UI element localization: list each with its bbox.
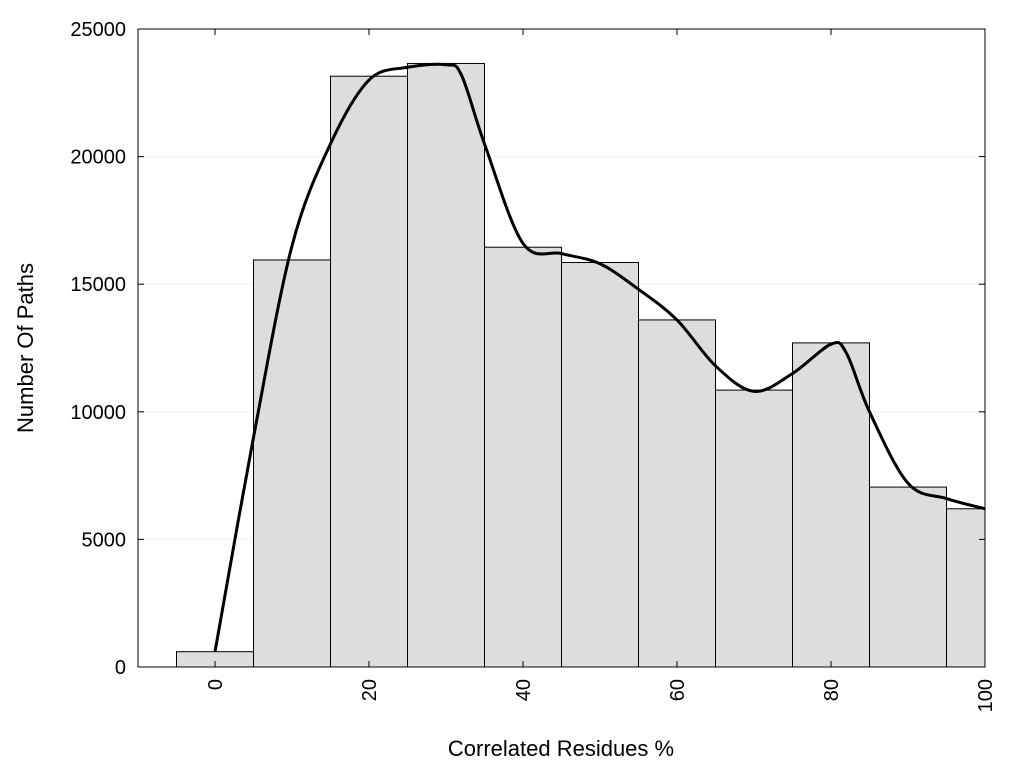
y-tick-label: 5000 — [82, 529, 127, 551]
histogram-bar — [253, 259, 331, 668]
histogram-bar — [638, 319, 716, 668]
histogram-bar — [869, 486, 947, 668]
x-tick-label: 100 — [975, 679, 997, 712]
x-tick-label: 0 — [205, 679, 227, 690]
density-curve-line — [213, 62, 986, 652]
x-tick-label: 20 — [359, 679, 381, 701]
histogram-bar — [792, 342, 870, 668]
x-tick-label: 80 — [821, 679, 843, 701]
histogram-bar — [407, 62, 485, 668]
plot-frame — [137, 28, 986, 668]
y-axis-ticks: 0 5000 10000 15000 20000 25000 — [70, 19, 985, 679]
x-tick-label: 60 — [667, 679, 689, 701]
density-curve — [213, 62, 986, 652]
y-tick-label: 15000 — [70, 274, 126, 296]
y-tick-label: 10000 — [70, 402, 126, 424]
x-axis-ticks: 0 20 40 60 80 100 — [205, 29, 997, 712]
x-tick-label: 40 — [513, 679, 535, 701]
histogram-bar — [330, 75, 408, 668]
histogram-bar — [946, 508, 986, 668]
y-tick-label: 20000 — [70, 147, 126, 169]
y-tick-label: 25000 — [70, 19, 126, 41]
histogram-bar — [484, 246, 562, 668]
x-axis-label: Correlated Residues % — [448, 736, 674, 761]
y-axis-label: Number Of Paths — [13, 263, 38, 433]
histogram-bars — [176, 62, 986, 668]
y-tick-label: 0 — [115, 657, 126, 679]
histogram-bar — [715, 389, 793, 668]
histogram-bar — [561, 262, 639, 668]
